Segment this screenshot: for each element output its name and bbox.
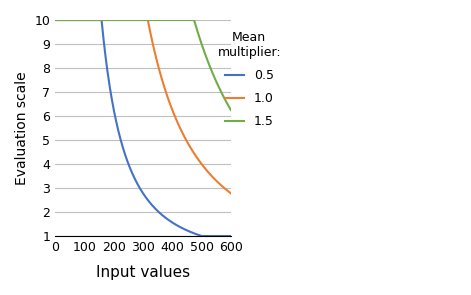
Legend: 0.5, 1.0, 1.5: 0.5, 1.0, 1.5: [212, 26, 286, 133]
Y-axis label: Evaluation scale: Evaluation scale: [15, 71, 29, 185]
X-axis label: Input values: Input values: [96, 265, 190, 280]
